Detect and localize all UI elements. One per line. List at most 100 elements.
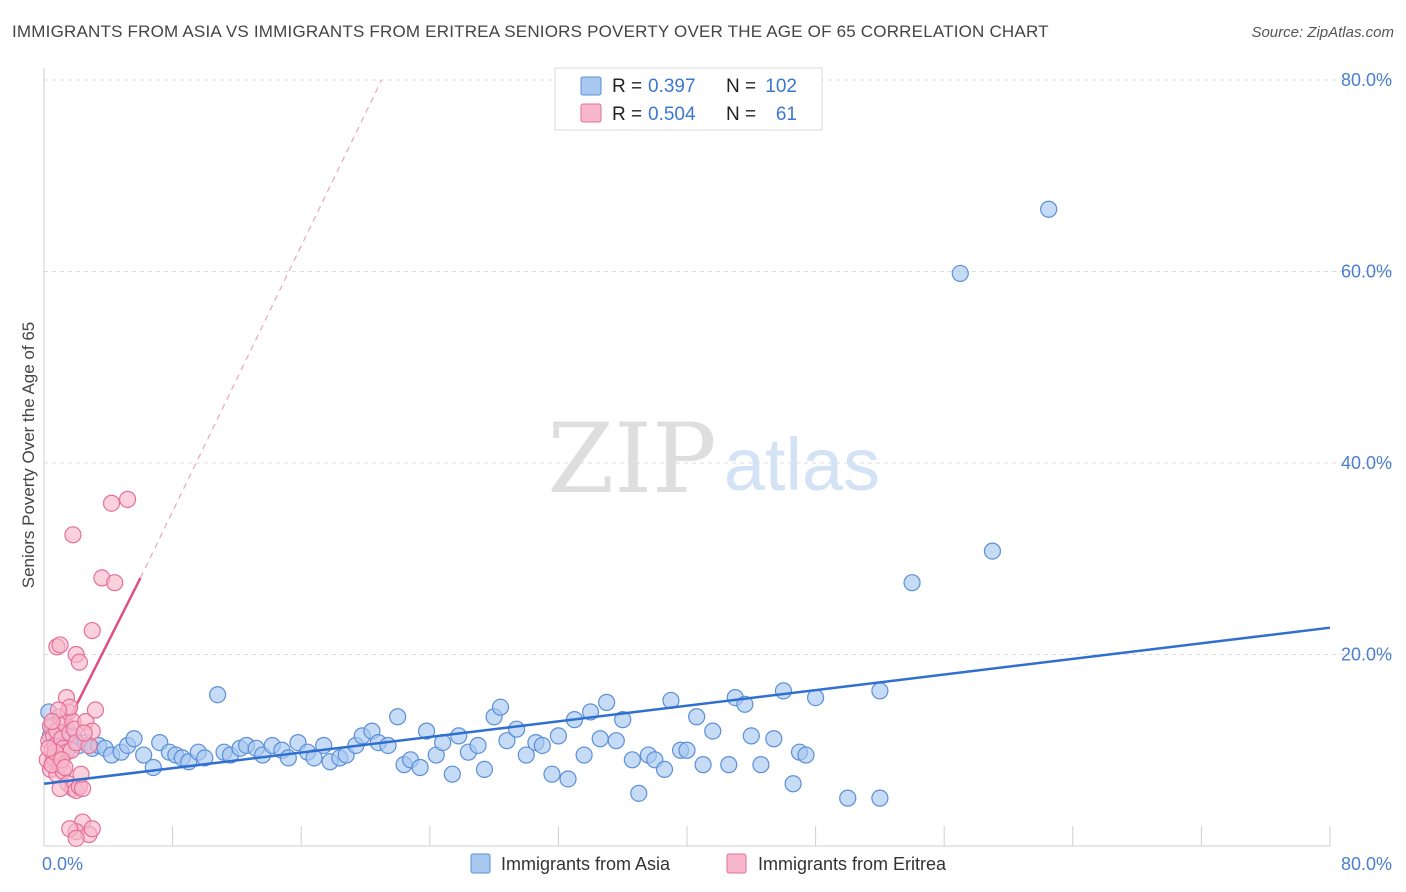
y-tick-label: 20.0% [1341, 645, 1392, 665]
point-asia [517, 746, 535, 764]
point-eritrea [73, 779, 92, 798]
point-eritrea [51, 779, 69, 798]
source-label: Source: ZipAtlas.com [1251, 24, 1394, 41]
watermark: ZIP atlas [547, 403, 880, 515]
point-asia [655, 760, 674, 779]
legend-n-value-asia: 102 [765, 76, 797, 97]
point-asia [903, 574, 921, 592]
point-eritrea [43, 712, 61, 731]
point-asia [623, 751, 641, 769]
trendline-eritrea [42, 79, 383, 770]
trendline-asia [43, 626, 1331, 786]
point-asia [543, 765, 561, 783]
point-asia [379, 736, 397, 755]
point-eritrea [118, 490, 137, 508]
point-asia [135, 746, 153, 764]
point-asia [720, 756, 738, 774]
legend-n-label-asia: N = [726, 76, 761, 97]
point-asia [144, 758, 162, 777]
legend-r-label-asia: R = [612, 76, 647, 97]
point-asia [389, 708, 407, 726]
point-asia [591, 730, 609, 748]
x-tick-label: 0.0% [42, 854, 83, 874]
point-asia [475, 760, 494, 779]
point-asia [575, 746, 593, 764]
point-asia [871, 789, 889, 807]
point-asia [678, 741, 696, 759]
watermark-atlas: atlas [724, 423, 880, 506]
point-asia [797, 746, 815, 764]
series-legend: Immigrants from Asia Immigrants from Eri… [470, 853, 947, 874]
point-asia [508, 720, 526, 738]
point-asia [598, 693, 616, 711]
series-legend-label-eritrea: Immigrants from Eritrea [758, 854, 947, 874]
legend-r-label-eritrea: R = [612, 104, 647, 125]
series-legend-swatch-eritrea [726, 853, 747, 874]
point-asia [784, 775, 802, 793]
point-asia [196, 749, 214, 767]
point-eritrea [40, 739, 58, 757]
point-asia [209, 686, 227, 704]
point-eritrea [67, 829, 85, 847]
point-asia [694, 756, 712, 774]
point-asia [752, 756, 770, 774]
point-asia [839, 789, 857, 807]
point-asia [614, 711, 632, 729]
point-eritrea [83, 820, 101, 838]
point-eritrea [106, 574, 124, 592]
point-asia [411, 758, 429, 777]
point-asia [630, 784, 648, 802]
point-asia [549, 727, 568, 745]
point-eritrea [83, 621, 101, 640]
point-eritrea [56, 758, 74, 777]
legend-r-value-asia: 0.397 [648, 76, 696, 97]
y-tick-label: 80.0% [1341, 70, 1392, 90]
point-asia [688, 708, 706, 726]
x-tick-label: 80.0% [1341, 854, 1392, 874]
legend-n-label-eritrea: N = [726, 104, 761, 125]
point-asia [469, 736, 487, 755]
point-asia [125, 730, 143, 748]
tick-labels: 20.0% 40.0% 60.0% 80.0% 0.0% 80.0% [42, 70, 1392, 874]
series-legend-label-asia: Immigrants from Asia [501, 854, 671, 874]
point-eritrea [86, 701, 105, 719]
watermark-zip: ZIP [547, 403, 716, 515]
point-asia [983, 542, 1002, 560]
legend-swatch-asia [580, 76, 602, 96]
y-axis-label: Seniors Poverty Over the Age of 65 [19, 322, 38, 588]
point-asia [607, 732, 625, 750]
point-asia [559, 770, 577, 788]
point-eritrea [64, 526, 82, 544]
series-legend-swatch-asia [470, 853, 491, 874]
trendline-eritrea-dashed [139, 79, 383, 579]
stats-legend: R = 0.397 N = 102 R = 0.504 N = 61 [554, 67, 823, 131]
legend-n-value-eritrea: 61 [776, 104, 797, 125]
point-eritrea [70, 653, 88, 671]
points-eritrea [38, 490, 137, 847]
gridlines [44, 79, 1392, 655]
y-tick-label: 60.0% [1341, 262, 1392, 282]
point-asia [774, 682, 793, 700]
point-asia [443, 765, 461, 783]
point-eritrea [102, 494, 121, 512]
point-eritrea [75, 724, 93, 742]
point-eritrea [51, 636, 69, 654]
point-asia [491, 698, 510, 716]
point-asia [871, 682, 889, 700]
y-tick-label: 40.0% [1341, 453, 1392, 473]
axes [43, 68, 1331, 847]
legend-swatch-eritrea [580, 103, 602, 123]
point-asia [742, 727, 760, 745]
point-asia [498, 732, 516, 750]
point-asia [704, 722, 722, 740]
point-asia [1040, 200, 1058, 218]
point-asia [533, 736, 551, 755]
chart-title: IMMIGRANTS FROM ASIA VS IMMIGRANTS FROM … [12, 22, 1049, 41]
legend-r-value-eritrea: 0.504 [648, 104, 696, 125]
point-asia [417, 722, 436, 740]
point-asia [765, 730, 783, 748]
point-asia [951, 264, 969, 283]
point-asia [450, 727, 468, 745]
trendline-asia-solid [43, 626, 1331, 786]
